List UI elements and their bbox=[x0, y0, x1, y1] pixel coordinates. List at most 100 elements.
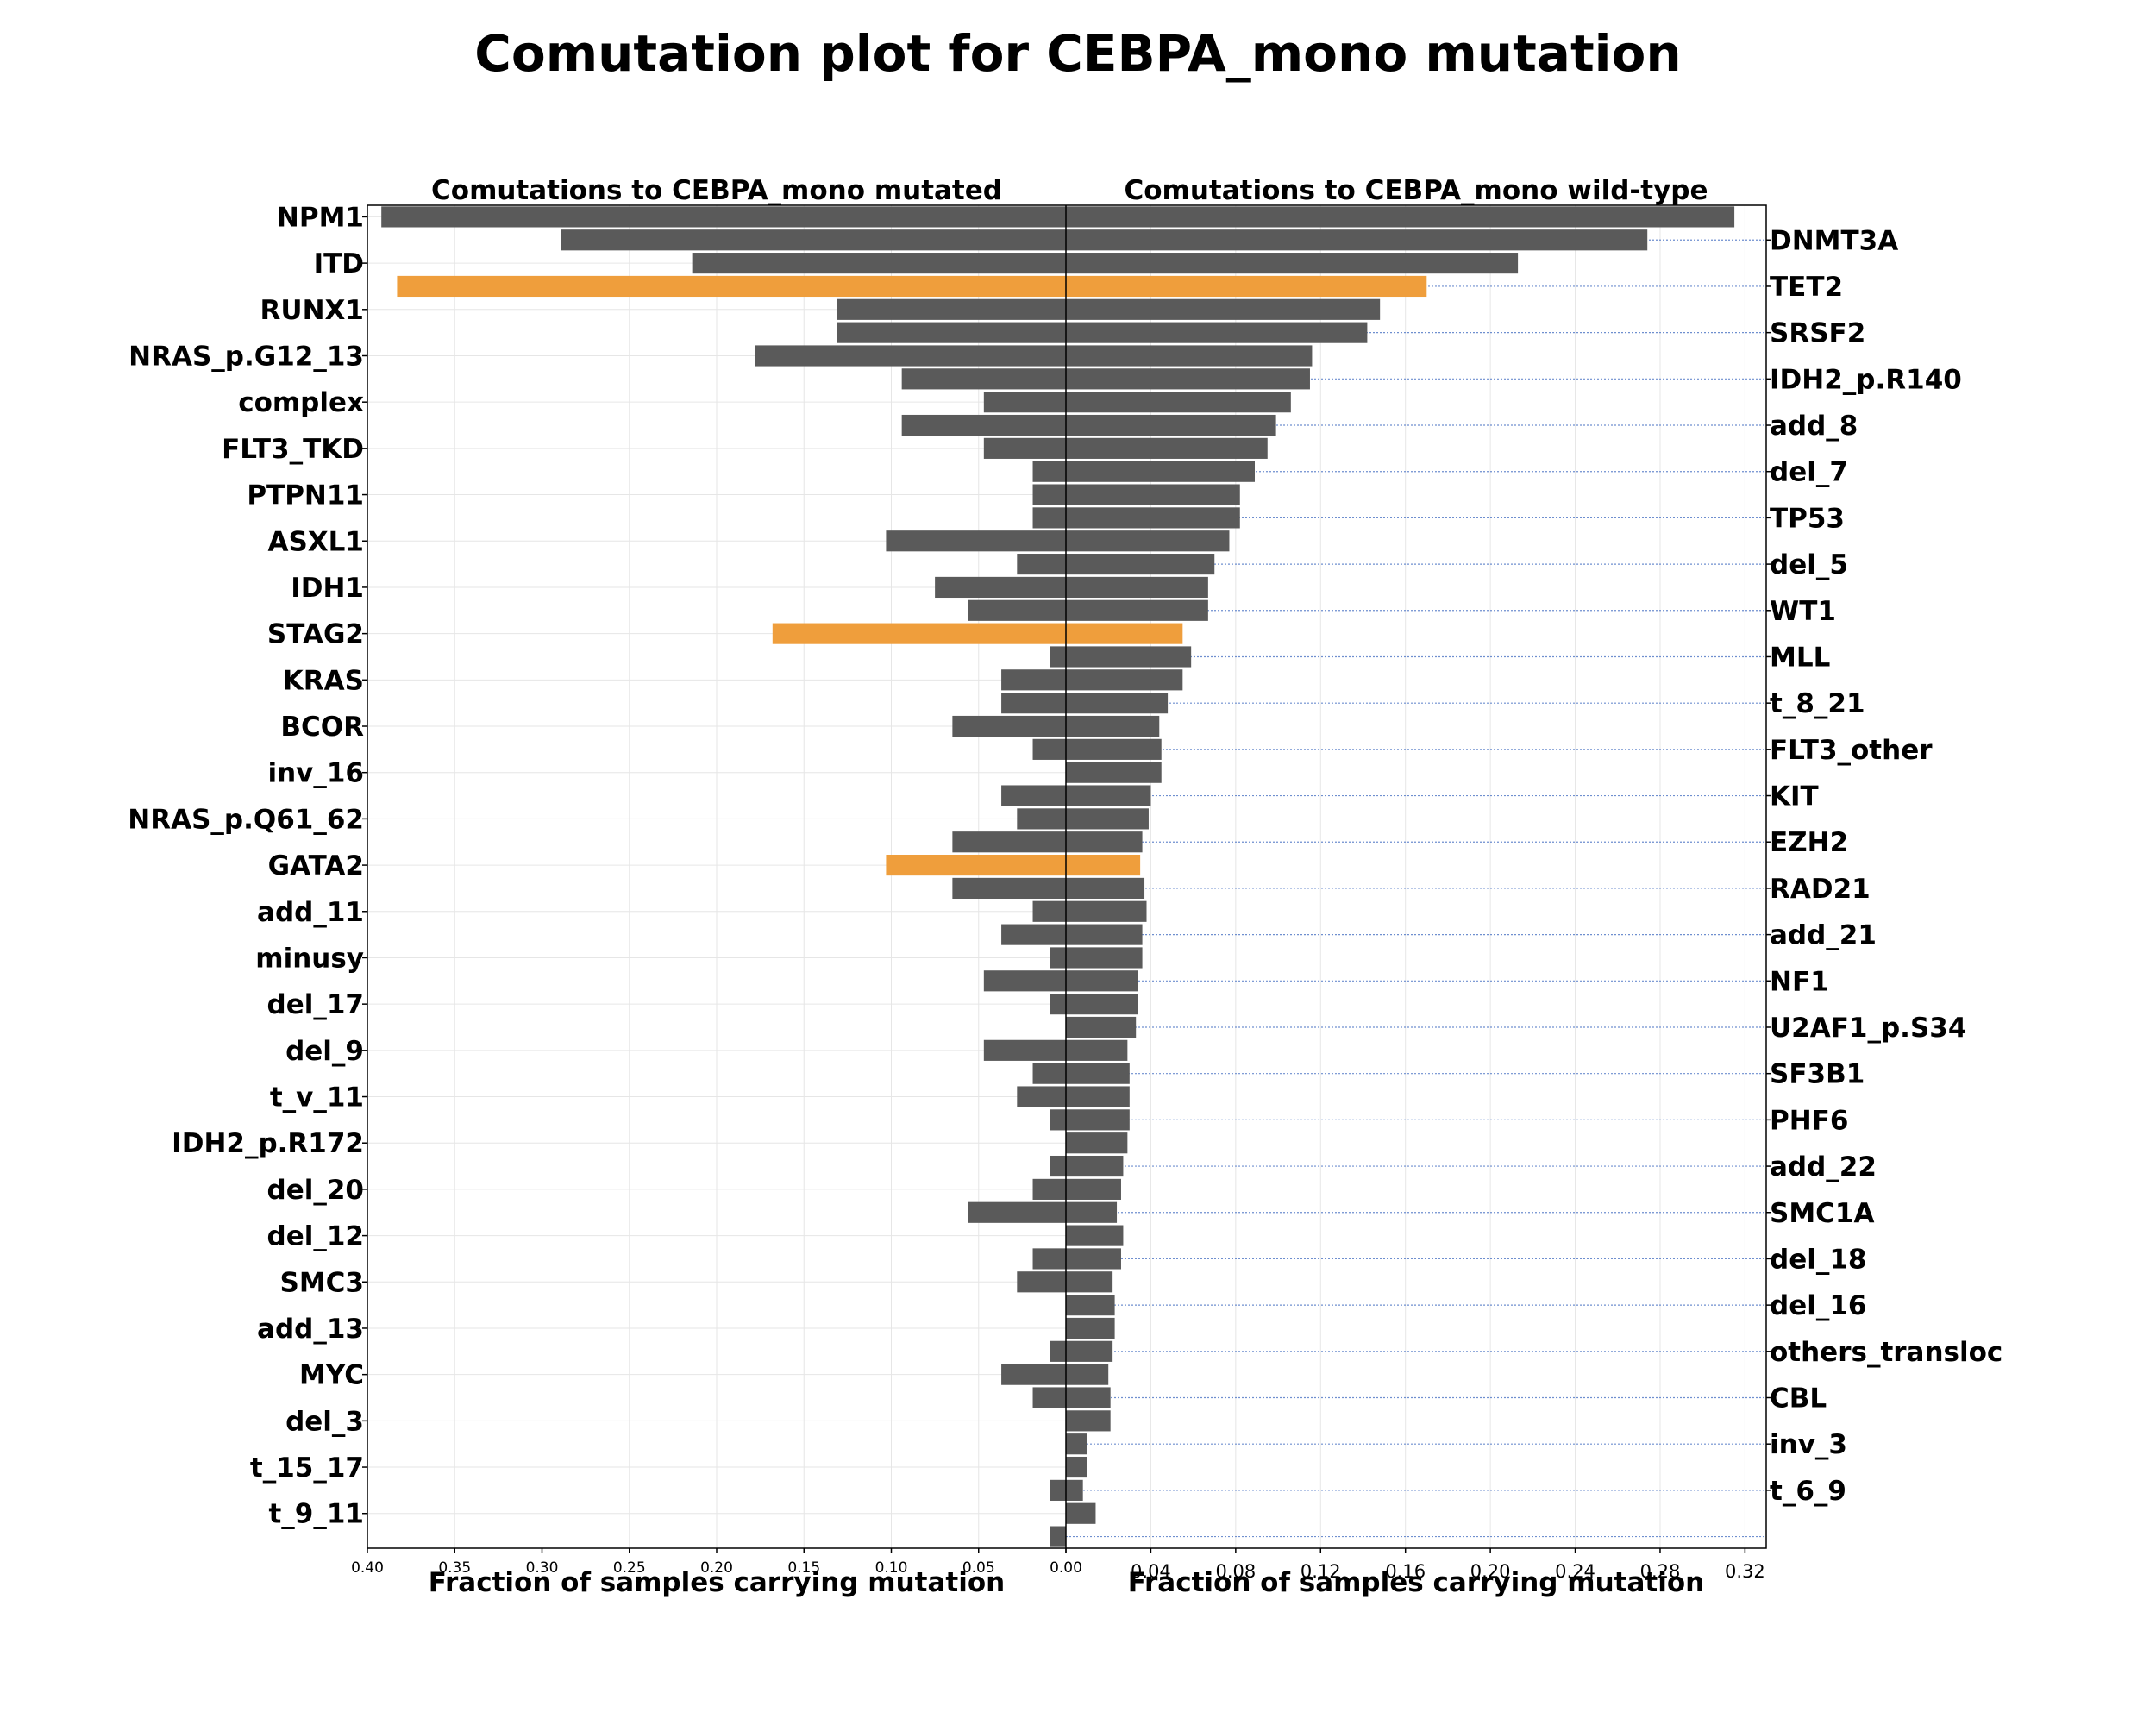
left-gene-label: STAG2 bbox=[267, 619, 364, 650]
left-gene-label: IDH1 bbox=[291, 573, 364, 604]
left-gene-label: NRAS_p.G12_13 bbox=[128, 341, 364, 372]
left-gene-label: add_13 bbox=[257, 1314, 364, 1345]
left-gene-label: t_v_11 bbox=[270, 1082, 364, 1113]
right-bars bbox=[1066, 206, 1735, 1524]
left-bar bbox=[1001, 1364, 1066, 1385]
left-bar bbox=[1050, 1479, 1066, 1501]
right-gene-label: TET2 bbox=[1770, 272, 1843, 303]
right-gene-label: WT1 bbox=[1770, 596, 1836, 627]
right-gene-label: KIT bbox=[1770, 781, 1819, 812]
left-gene-label: del_3 bbox=[285, 1406, 364, 1437]
left-gene-label: NRAS_p.Q61_62 bbox=[128, 804, 364, 835]
right-bar bbox=[1066, 831, 1143, 853]
left-bar bbox=[968, 1201, 1066, 1223]
right-bar bbox=[1066, 1364, 1109, 1385]
left-gene-label: NPM1 bbox=[277, 202, 364, 233]
right-bar bbox=[1066, 368, 1310, 390]
right-gene-label: DNMT3A bbox=[1770, 225, 1898, 256]
right-bar bbox=[1066, 1086, 1130, 1107]
left-bar bbox=[952, 715, 1066, 737]
right-gene-label: SF3B1 bbox=[1770, 1059, 1865, 1090]
left-gene-label: PTPN11 bbox=[247, 480, 364, 511]
left-bar bbox=[886, 854, 1066, 876]
left-x-tick-label: 0.00 bbox=[1050, 1559, 1082, 1577]
right-gene-label: del_5 bbox=[1770, 549, 1848, 580]
left-bar bbox=[1017, 554, 1066, 575]
right-gene-label: del_7 bbox=[1770, 457, 1848, 488]
left-bar bbox=[1050, 1526, 1066, 1547]
axes-layer bbox=[362, 204, 1771, 1553]
right-bar bbox=[1066, 414, 1276, 436]
right-bar bbox=[1066, 484, 1240, 505]
left-gene-label: del_9 bbox=[285, 1036, 364, 1067]
right-bar bbox=[1066, 1317, 1115, 1339]
right-bar bbox=[1066, 1340, 1113, 1362]
left-bar bbox=[1050, 1340, 1066, 1362]
left-gene-label: del_20 bbox=[267, 1175, 364, 1206]
left-gene-label: SMC3 bbox=[280, 1267, 365, 1298]
left-gene-label: del_12 bbox=[267, 1221, 364, 1252]
right-gene-label: NF1 bbox=[1770, 966, 1829, 997]
tick-labels: 0.40 0.35 0.30 0.25 0.20 0.15 0.10 0.05 0.00 0.04… bbox=[351, 1559, 1765, 1582]
right-gene-label: MLL bbox=[1770, 642, 1830, 673]
left-gene-label: complex bbox=[238, 387, 364, 418]
left-bar bbox=[381, 206, 1066, 228]
left-bar bbox=[772, 623, 1066, 644]
left-bar bbox=[561, 229, 1066, 251]
left-x-tick-label: 0.05 bbox=[962, 1559, 995, 1577]
left-gene-label: GATA2 bbox=[268, 850, 364, 881]
right-gene-label: add_21 bbox=[1770, 920, 1877, 951]
right-bar bbox=[1066, 994, 1138, 1015]
right-gene-label: FLT3_other bbox=[1770, 735, 1933, 766]
axes-frame bbox=[367, 204, 1767, 1549]
right-bar bbox=[1066, 785, 1151, 806]
left-gene-label: FLT3_TKD bbox=[222, 434, 364, 465]
right-bar bbox=[1066, 1271, 1113, 1293]
left-bar bbox=[935, 576, 1066, 599]
right-gene-label: U2AF1_p.S34 bbox=[1770, 1013, 1966, 1044]
left-bar bbox=[837, 298, 1066, 320]
left-gene-label: ASXL1 bbox=[267, 526, 364, 557]
left-bar bbox=[1050, 1109, 1066, 1131]
right-bar bbox=[1066, 392, 1291, 413]
left-bar bbox=[1001, 924, 1066, 945]
right-bar bbox=[1066, 599, 1208, 621]
left-x-tick-label: 0.20 bbox=[700, 1559, 733, 1577]
right-bar bbox=[1066, 437, 1268, 459]
left-x-axis-label: Fraction of samples carrying mutation bbox=[428, 1567, 1006, 1598]
right-bar bbox=[1066, 693, 1169, 714]
right-bar bbox=[1066, 646, 1192, 668]
left-bar bbox=[1050, 994, 1066, 1015]
left-bar bbox=[755, 345, 1066, 367]
right-panel-title: Comutations to CEBPA_mono wild-type bbox=[1124, 175, 1708, 206]
left-bar bbox=[886, 530, 1066, 552]
left-bar bbox=[983, 437, 1066, 459]
right-bar bbox=[1066, 206, 1735, 228]
right-gene-label: t_8_21 bbox=[1770, 688, 1865, 719]
left-x-tick-label: 0.35 bbox=[438, 1559, 471, 1577]
right-bar bbox=[1066, 738, 1162, 760]
right-gene-label: CBL bbox=[1770, 1383, 1827, 1414]
left-bar bbox=[1001, 693, 1066, 714]
right-bar bbox=[1066, 1456, 1087, 1478]
left-bar bbox=[1032, 738, 1066, 760]
left-bar bbox=[983, 970, 1066, 992]
right-bar bbox=[1066, 762, 1162, 783]
right-bar bbox=[1066, 1225, 1124, 1246]
right-bar bbox=[1066, 877, 1145, 900]
right-x-tick-label: 0.08 bbox=[1215, 1561, 1256, 1582]
left-bar bbox=[952, 831, 1066, 853]
right-bar bbox=[1066, 461, 1255, 482]
figure-title: Comutation plot for CEBPA_mono mutation bbox=[474, 24, 1682, 83]
left-bar bbox=[1032, 484, 1066, 505]
right-x-tick-label: 0.28 bbox=[1640, 1561, 1681, 1582]
left-bar bbox=[1017, 1086, 1066, 1107]
left-gene-label: t_9_11 bbox=[268, 1499, 364, 1530]
right-x-tick-label: 0.16 bbox=[1385, 1561, 1426, 1582]
left-gene-label: add_11 bbox=[257, 897, 364, 928]
right-bar bbox=[1066, 530, 1230, 552]
right-gene-label: inv_3 bbox=[1770, 1429, 1847, 1460]
left-gene-label: minusy bbox=[255, 943, 364, 974]
